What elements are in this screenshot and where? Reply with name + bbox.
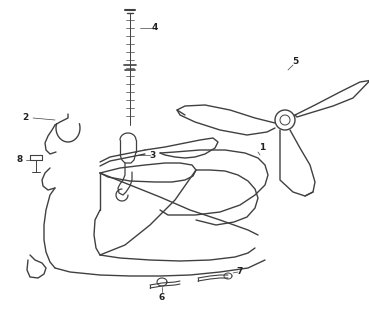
Text: 5: 5 bbox=[292, 58, 298, 67]
Text: 6: 6 bbox=[159, 293, 165, 302]
Text: 1: 1 bbox=[259, 143, 265, 153]
Text: 2: 2 bbox=[22, 114, 28, 123]
Text: 7: 7 bbox=[237, 268, 243, 276]
Text: 4: 4 bbox=[152, 23, 158, 33]
Text: 8: 8 bbox=[17, 156, 23, 164]
Text: 3: 3 bbox=[149, 150, 155, 159]
